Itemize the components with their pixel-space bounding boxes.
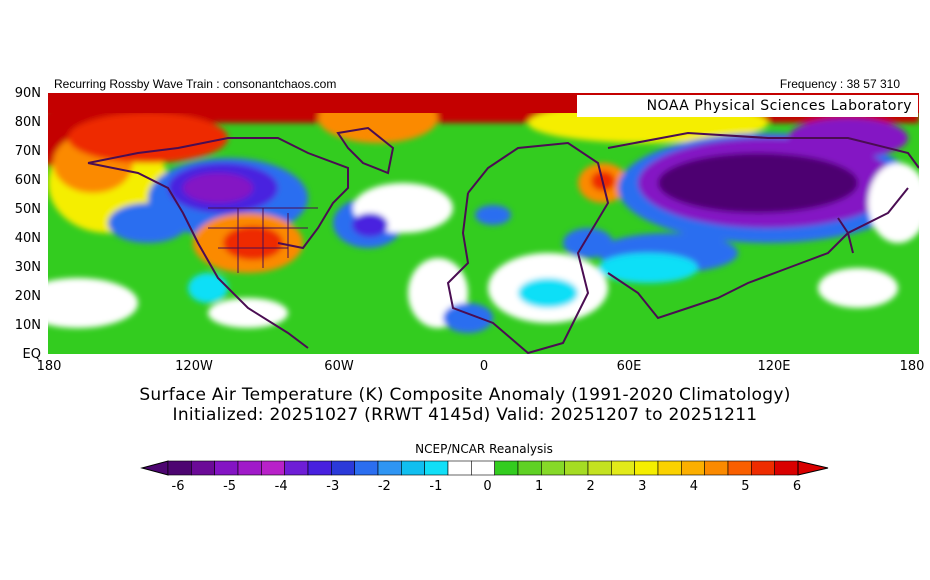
colorbar-swatch: [681, 460, 705, 476]
asia-cyan: [598, 253, 698, 283]
colorbar-swatch: [471, 460, 495, 476]
colorbar: [140, 460, 829, 476]
colorbar-swatch: [191, 460, 215, 476]
colorbar-title: NCEP/NCAR Reanalysis: [415, 442, 553, 456]
lat-label: 10N: [14, 318, 41, 333]
colorbar-swatch: [237, 460, 262, 476]
colorbar-swatch: [587, 460, 612, 476]
lon-label: 180: [899, 359, 925, 374]
pacific-cold: [108, 203, 188, 243]
colorbar-tick-label: -2: [377, 479, 391, 494]
us-states-grid: [208, 207, 318, 273]
colorbar-swatch: [774, 460, 799, 476]
colorbar-swatch: [307, 460, 332, 476]
colorbar-swatch: [517, 460, 542, 476]
lat-label: 40N: [14, 231, 41, 246]
map-subtitle: Initialized: 20251027 (RRWT 4145d) Valid…: [172, 405, 758, 425]
lat-label: 60N: [14, 173, 41, 188]
colorbar-tick-label: -6: [171, 479, 185, 494]
colorbar-swatch: [354, 460, 379, 476]
colorbar-swatch: [331, 460, 355, 476]
lat-label: 80N: [14, 115, 41, 130]
colorbar-swatch: [634, 460, 659, 476]
north-america-coast: [87, 137, 349, 349]
colorbar-swatch: [541, 460, 565, 476]
lat-label: EQ: [22, 347, 41, 362]
pacific-white: [818, 268, 898, 308]
map-title: Surface Air Temperature (K) Composite An…: [139, 385, 791, 405]
colorbar-swatch: [447, 460, 472, 476]
colorbar-tick-label: 0: [483, 479, 492, 494]
pacific-white-2: [208, 298, 288, 328]
coastlines: [87, 126, 919, 354]
westafrica-cold: [443, 303, 493, 333]
colorbar-swatch: [611, 460, 635, 476]
anomaly-map-svg: [48, 93, 919, 354]
colorbar-tick-label: -1: [429, 479, 443, 494]
lat-label: 50N: [14, 202, 41, 217]
atlantic-cold-core: [352, 213, 388, 237]
colorbar-swatch: [377, 460, 402, 476]
colorbar-swatch: [727, 460, 752, 476]
lat-label: 30N: [14, 260, 41, 275]
tropics-cyan-west: [188, 273, 228, 303]
siberia-cold-core: [658, 153, 858, 213]
colorbar-swatch: [167, 460, 192, 476]
lon-label: 180: [36, 359, 62, 374]
lon-label: 60W: [324, 359, 354, 374]
lon-label: 120W: [175, 359, 213, 374]
header-source-label: Recurring Rossby Wave Train : consonantc…: [54, 77, 337, 91]
colorbar-arrow-high: [797, 460, 829, 476]
colorbar-arrow-low: [140, 460, 169, 476]
colorbar-swatch: [214, 460, 239, 476]
lon-label: 60E: [616, 359, 642, 374]
colorbar-tick-label: 2: [586, 479, 595, 494]
greenland-coast: [336, 126, 395, 175]
colorbar-swatch: [261, 460, 285, 476]
colorbar-swatch: [704, 460, 729, 476]
colorbar-tick-label: -4: [274, 479, 288, 494]
colorbar-tick-label: -5: [223, 479, 237, 494]
colorbar-tick-label: 1: [534, 479, 544, 494]
lon-label: 120E: [757, 359, 791, 374]
lon-label: 0: [479, 359, 489, 374]
colorbar-tick-label: 3: [638, 479, 647, 494]
colorbar-swatch: [424, 460, 449, 476]
alaska-red: [68, 113, 228, 163]
credit-label: NOAA Physical Sciences Laboratory: [577, 95, 918, 117]
pacific-white-east: [868, 163, 919, 243]
header-frequency-label: Frequency : 38 57 310: [779, 77, 900, 91]
anomaly-map: [48, 93, 919, 354]
colorbar-tick-label: 4: [689, 479, 698, 494]
lat-label: 20N: [14, 289, 41, 304]
lat-label: 70N: [14, 144, 41, 159]
colorbar-swatch: [401, 460, 425, 476]
colorbar-swatch: [751, 460, 775, 476]
europe-cold: [475, 205, 511, 225]
asia-coast: [607, 131, 919, 320]
colorbar-swatch: [284, 460, 309, 476]
colorbar-tick-label: -3: [326, 479, 340, 494]
colorbar-swatch: [657, 460, 682, 476]
lat-label: 90N: [14, 86, 41, 101]
japan-coast: [837, 217, 854, 254]
tropics-white-west: [48, 278, 138, 328]
europe-africa-coast: [446, 141, 610, 354]
colorbar-tick-label: 6: [792, 479, 802, 494]
canada-cold-core: [183, 173, 253, 203]
africa-cyan: [518, 278, 578, 308]
colorbar-swatch: [494, 460, 519, 476]
colorbar-swatch: [564, 460, 589, 476]
colorbar-tick-label: 5: [741, 479, 750, 494]
us-warm-core: [223, 226, 283, 260]
